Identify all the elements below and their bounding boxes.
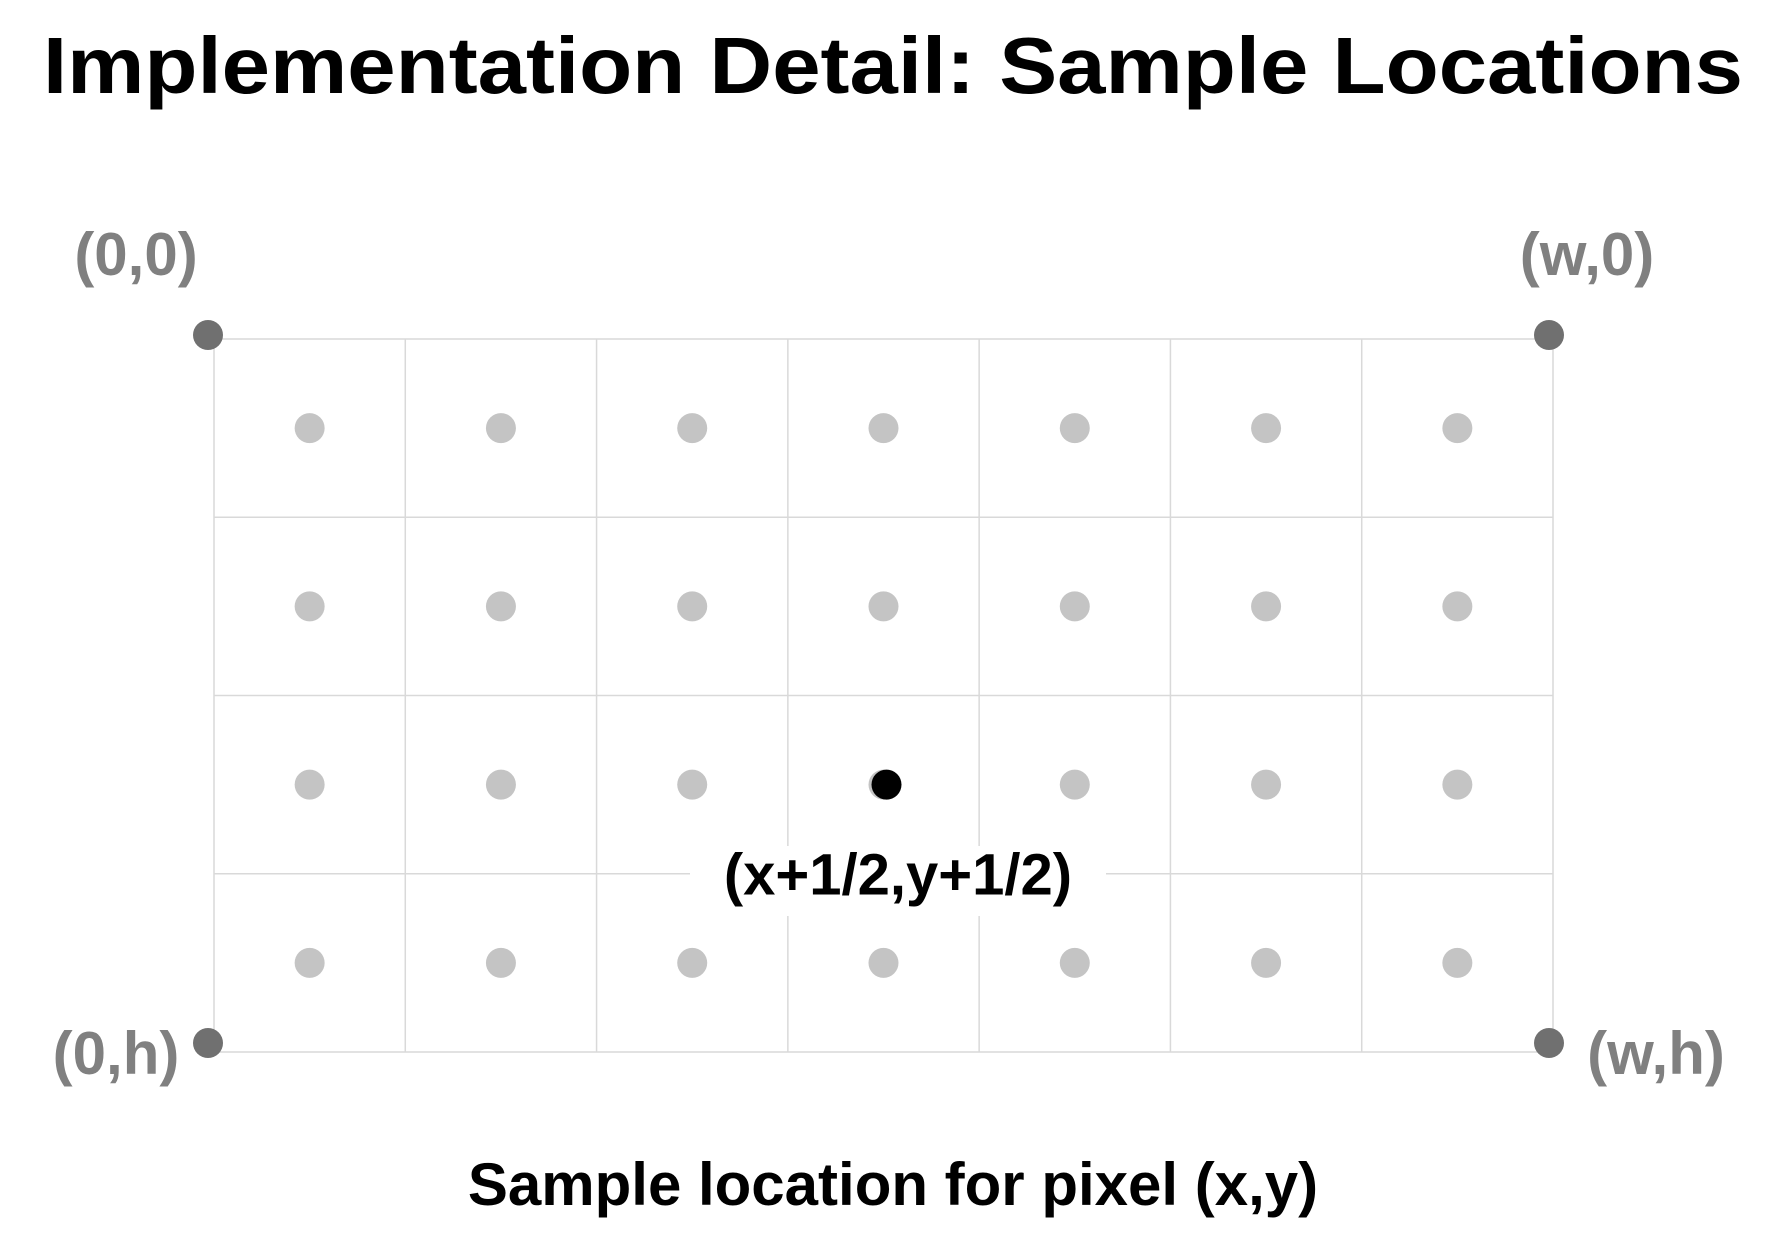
sample-dot [868, 413, 899, 444]
sample-dot [868, 947, 899, 978]
sample-dot [485, 591, 516, 622]
sample-dot [294, 591, 325, 622]
sample-dot [1059, 413, 1090, 444]
corner-label: (0,0) [74, 221, 197, 288]
corner-dot [1534, 1028, 1564, 1058]
corner-dot [1534, 320, 1564, 350]
sample-dot [1251, 413, 1282, 444]
pixel-grid [213, 338, 1554, 1053]
sample-dot [1442, 591, 1473, 622]
label-background [690, 846, 1106, 916]
sample-dot [294, 413, 325, 444]
sample-dot [1059, 769, 1090, 800]
caption: Sample location for pixel (x,y) [468, 1151, 1318, 1218]
sample-dot [1442, 413, 1473, 444]
corner-dot [193, 1028, 223, 1058]
sample-dot [294, 947, 325, 978]
sample-dot [485, 769, 516, 800]
sample-dot [868, 591, 899, 622]
sample-dot [1059, 591, 1090, 622]
highlighted-sample [871, 769, 902, 800]
sample-dot [677, 947, 708, 978]
corner-label: (0,h) [53, 1020, 180, 1087]
sample-dot [677, 769, 708, 800]
sample-dot [677, 413, 708, 444]
sample-dot [485, 947, 516, 978]
sample-label: (x+1/2,y+1/2) [724, 842, 1072, 907]
sample-dot [1251, 769, 1282, 800]
corner-label: (w,0) [1520, 221, 1654, 288]
sample-dot [1251, 947, 1282, 978]
title: Implementation Detail: Sample Locations [43, 21, 1743, 110]
sample-dot [1442, 947, 1473, 978]
sample-dot [1059, 947, 1090, 978]
sample-dot [485, 413, 516, 444]
sample-dot [1442, 769, 1473, 800]
sample-dot [677, 591, 708, 622]
corner-dot [193, 320, 223, 350]
sample-dot [1251, 591, 1282, 622]
corner-label: (w,h) [1587, 1020, 1725, 1087]
sample-dot [294, 769, 325, 800]
